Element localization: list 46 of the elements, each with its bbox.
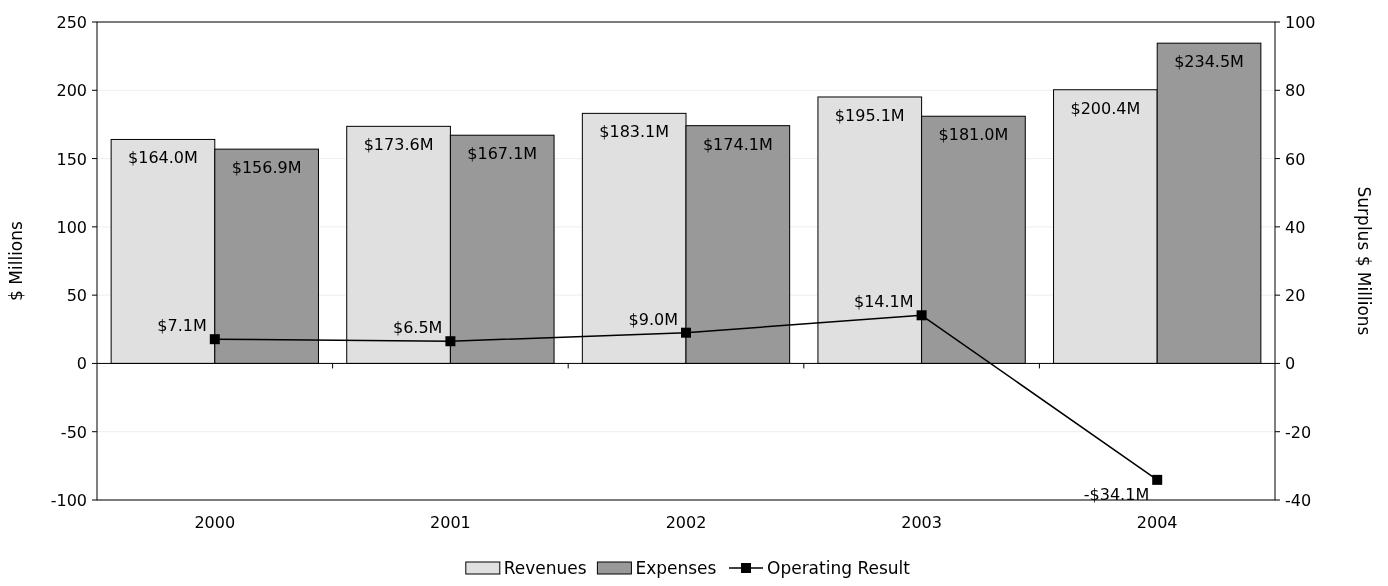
data-label: $234.5M bbox=[1174, 52, 1244, 72]
y-tick-label: -50 bbox=[60, 422, 87, 442]
x-tick-label: 2002 bbox=[665, 513, 707, 532]
data-label: $173.6M bbox=[363, 135, 434, 155]
point bbox=[445, 336, 456, 347]
x-tick-label: 2000 bbox=[194, 513, 236, 532]
data-label: $156.9M bbox=[231, 158, 302, 178]
point bbox=[681, 327, 691, 338]
x-tick-label: 2003 bbox=[901, 513, 942, 532]
data-label: $167.1M bbox=[467, 144, 538, 164]
data-label: $174.1M bbox=[702, 134, 773, 154]
data-label: $9.0M bbox=[628, 309, 678, 329]
data-label: $200.4M bbox=[1070, 98, 1141, 118]
y-tick-label: 0 bbox=[76, 354, 87, 374]
legend-label: Operating Result bbox=[767, 558, 911, 578]
y-tick-label: -100 bbox=[50, 491, 87, 510]
data-label: $181.0M bbox=[938, 125, 1009, 145]
x-tick-label: 2001 bbox=[430, 513, 471, 532]
y2-tick-label: 60 bbox=[1285, 149, 1306, 169]
data-label: $183.1M bbox=[599, 122, 670, 142]
y2-tick-label: 80 bbox=[1285, 81, 1306, 101]
y-tick-label: 200 bbox=[56, 81, 87, 101]
data-label: $14.1M bbox=[853, 292, 914, 312]
y-tick-label: 250 bbox=[56, 13, 87, 32]
y2-tick-label: -40 bbox=[1285, 491, 1312, 510]
y2-tick-label: 100 bbox=[1285, 13, 1316, 32]
data-label: $6.5M bbox=[392, 318, 443, 338]
data-label: $7.1M bbox=[157, 316, 207, 336]
point bbox=[916, 310, 927, 321]
y-tick-label: 150 bbox=[56, 149, 87, 169]
x-tick-label: 2004 bbox=[1136, 513, 1178, 532]
legend-label: Revenues bbox=[503, 558, 587, 578]
data-label: -$34.1M bbox=[1083, 484, 1150, 504]
data-label: $164.0M bbox=[128, 148, 198, 168]
y2-tick-label: 0 bbox=[1285, 354, 1296, 374]
y2-axis-title: Surplus $ Millions bbox=[1354, 186, 1374, 336]
y2-tick-label: -20 bbox=[1285, 422, 1312, 442]
y2-tick-label: 40 bbox=[1285, 217, 1306, 237]
y-tick-label: 50 bbox=[66, 286, 87, 306]
y2-tick-label: 20 bbox=[1285, 286, 1306, 306]
point bbox=[1152, 474, 1163, 485]
point bbox=[209, 334, 220, 345]
y-axis-title: $ Millions bbox=[6, 220, 26, 301]
legend-label: Expenses bbox=[635, 558, 717, 578]
data-label: $195.1M bbox=[834, 105, 905, 125]
y-tick-label: 100 bbox=[56, 217, 87, 237]
